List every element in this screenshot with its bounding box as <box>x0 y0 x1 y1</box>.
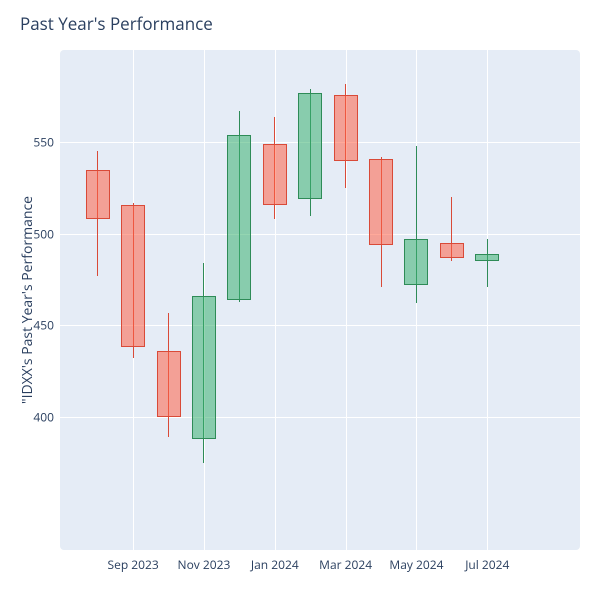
x-tick: Sep 2023 <box>108 556 159 573</box>
candle-body <box>334 95 358 161</box>
candle-body <box>86 170 110 219</box>
candle-body <box>121 205 145 348</box>
x-tick: Jan 2024 <box>251 556 299 573</box>
candle-body <box>263 144 287 204</box>
candle-body <box>369 159 393 245</box>
candle-body <box>404 239 428 285</box>
x-tick: May 2024 <box>389 556 443 573</box>
candle-body <box>157 351 181 417</box>
y-tick: 400 <box>20 408 54 425</box>
candle-wick <box>487 239 488 287</box>
candle-body <box>192 296 216 439</box>
x-tick: Nov 2023 <box>178 556 231 573</box>
y-axis-label: "IDXX's Past Year's Performance <box>18 196 37 404</box>
candle-body <box>298 93 322 199</box>
candle-body <box>440 243 464 258</box>
chart-title: Past Year's Performance <box>20 12 213 35</box>
candle-body <box>475 254 499 261</box>
x-tick: Mar 2024 <box>319 556 372 573</box>
x-tick: Jul 2024 <box>465 556 509 573</box>
candle-body <box>227 135 251 300</box>
y-tick: 550 <box>20 134 54 151</box>
